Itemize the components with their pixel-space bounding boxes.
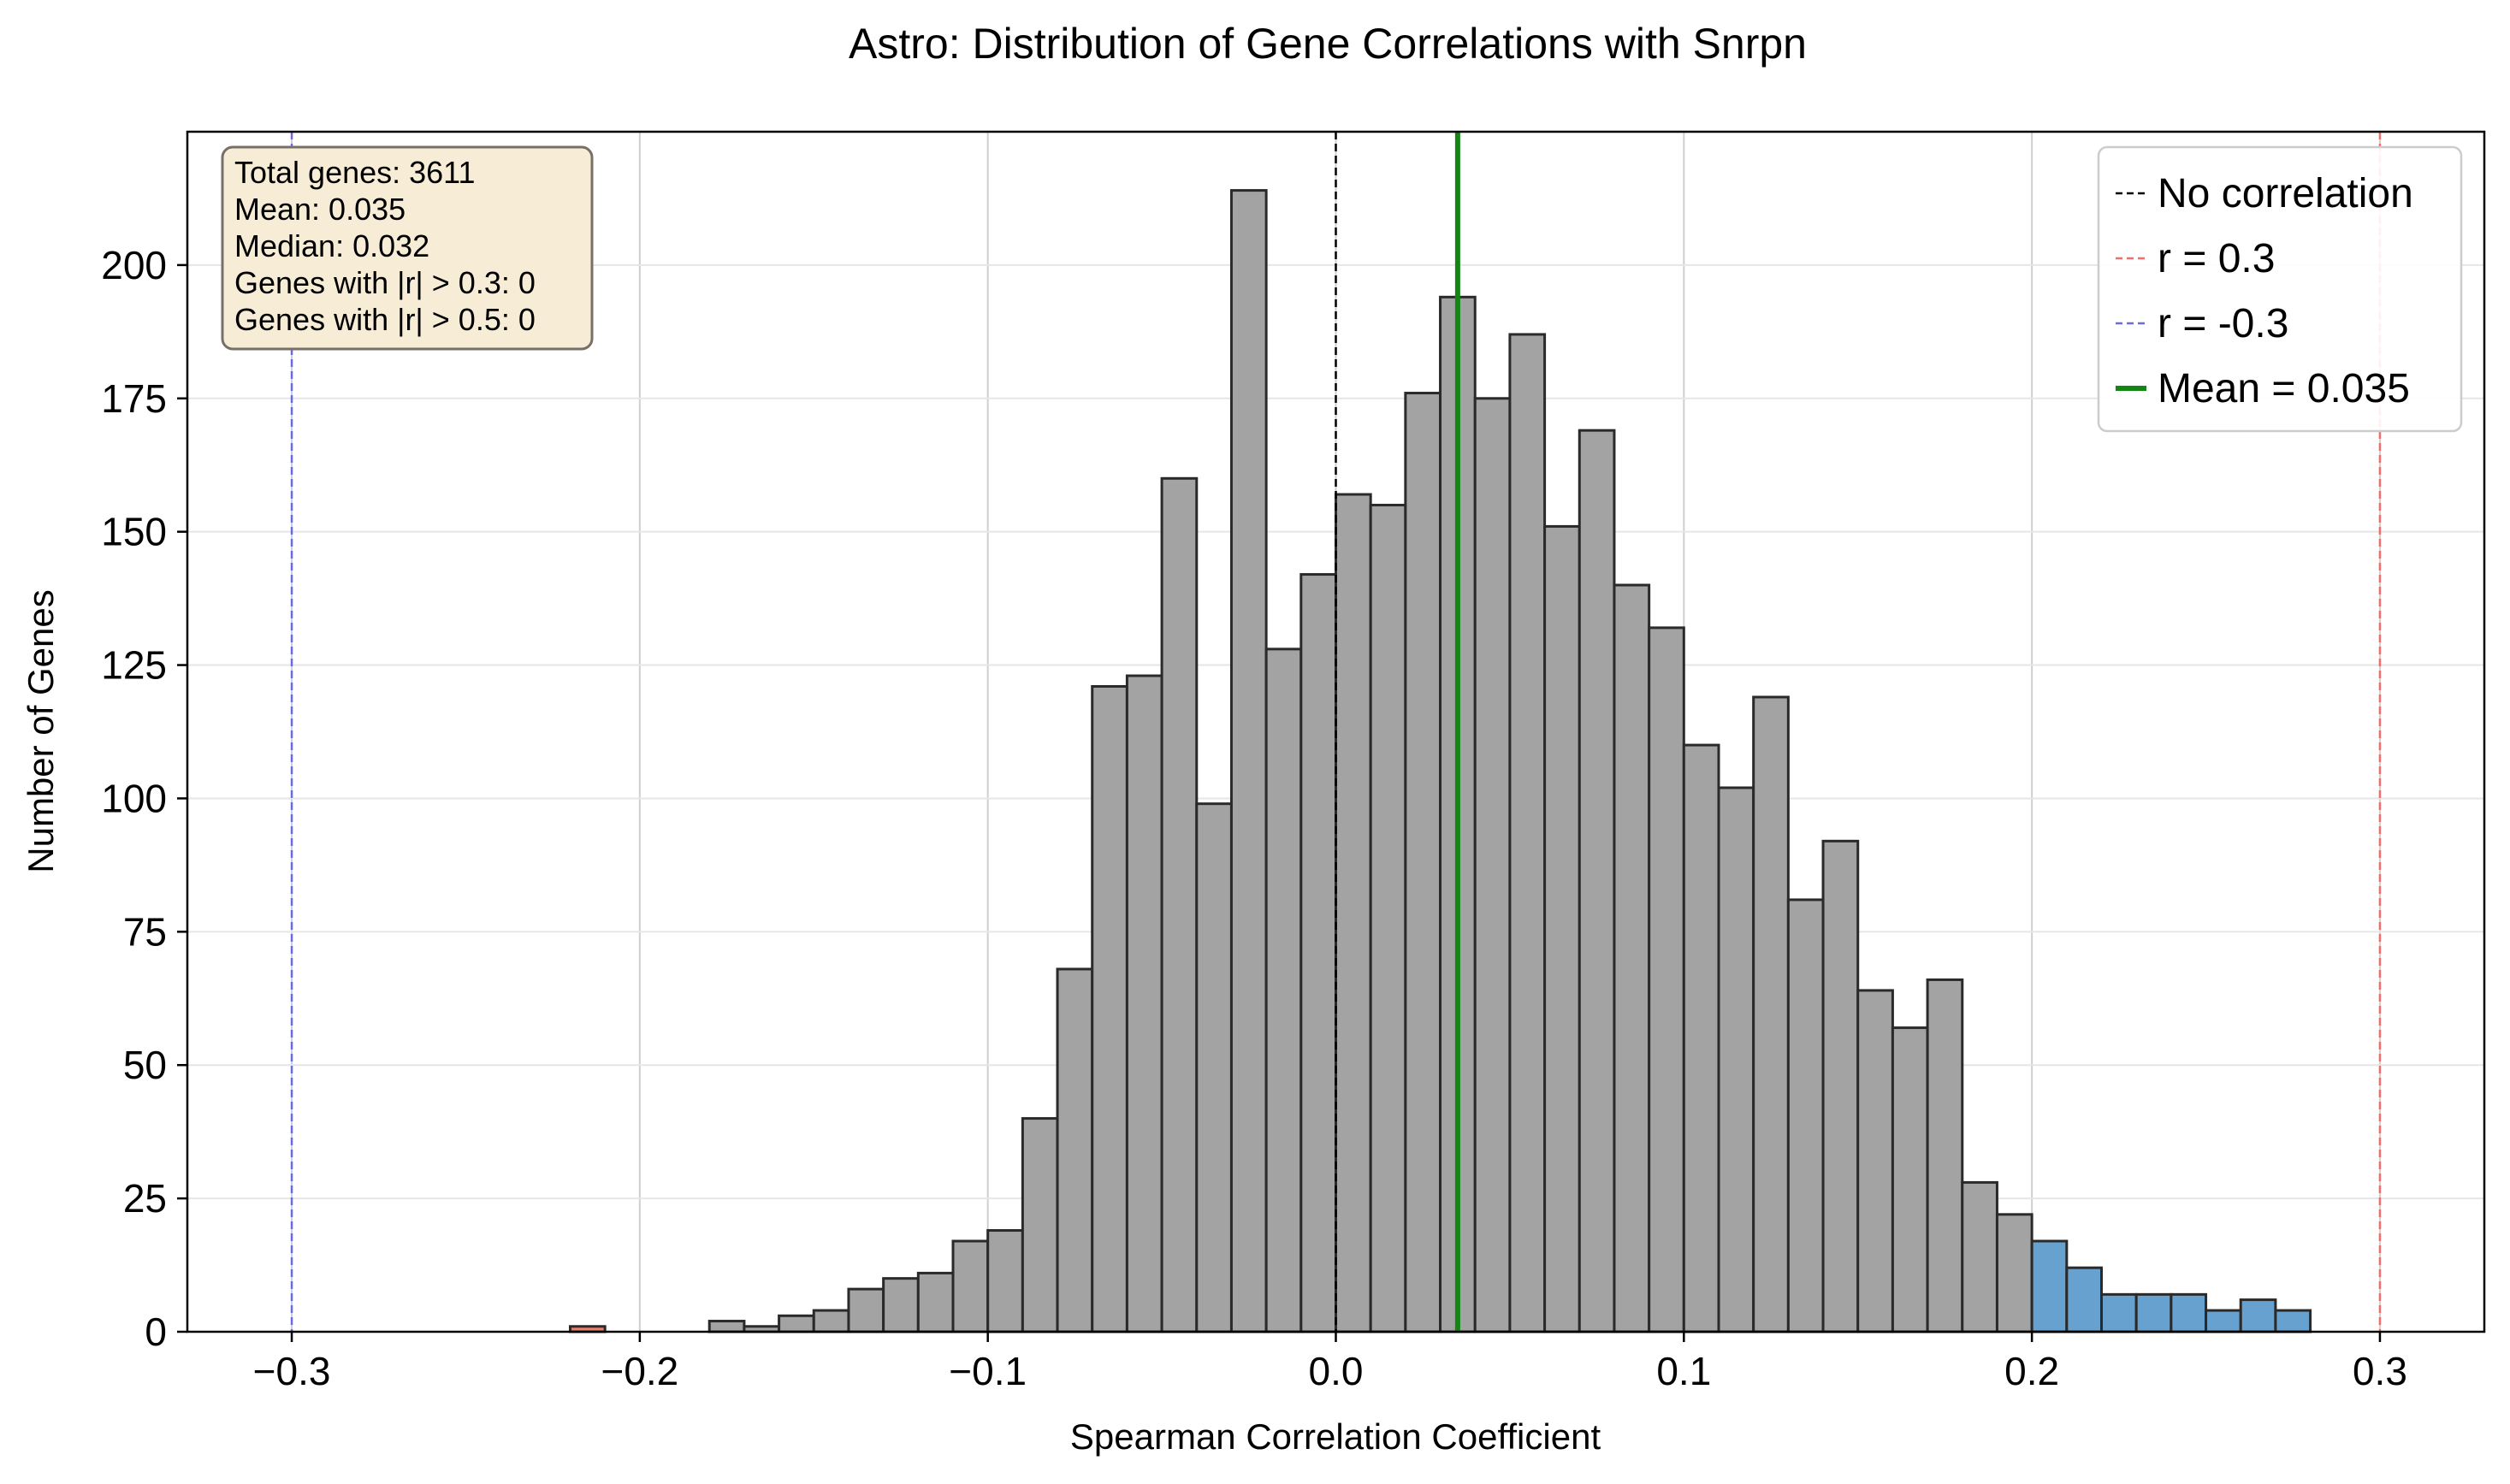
histogram-bar — [707, 1320, 746, 1333]
histogram-bars — [569, 189, 2312, 1333]
histogram-bar — [847, 1287, 885, 1333]
x-tick-label: −0.3 — [253, 1349, 331, 1393]
histogram-bar — [1856, 989, 1894, 1333]
legend-label-r-0-3: r = 0.3 — [2158, 236, 2275, 281]
histogram-bar — [1961, 1180, 1998, 1333]
histogram-bar — [1543, 524, 1581, 1333]
legend: No correlation r = 0.3 r = -0.3 Mean = 0… — [2097, 145, 2463, 433]
histogram-bar — [951, 1239, 990, 1333]
histogram-bar — [2274, 1309, 2312, 1333]
histogram-bar — [1613, 583, 1651, 1333]
histogram-bar — [1091, 684, 1128, 1333]
stats-total-genes: Total genes: 3611 — [234, 155, 476, 190]
y-tick-label: 175 — [101, 376, 167, 421]
histogram-bar — [1160, 476, 1199, 1333]
histogram-bar — [1508, 333, 1547, 1333]
histogram-bar — [1335, 493, 1372, 1333]
stats-genes-above-0-5: Genes with |r| > 0.5: 0 — [234, 302, 536, 337]
histogram-bar — [2170, 1292, 2208, 1333]
x-tick-label: 0.0 — [1309, 1349, 1364, 1393]
x-axis-label: Spearman Correlation Coefficient — [1070, 1416, 1601, 1457]
histogram-bar — [986, 1229, 1024, 1333]
histogram-bar — [1786, 898, 1825, 1333]
histogram-bar — [1195, 802, 1233, 1333]
histogram-bar — [1995, 1213, 2033, 1333]
histogram-bar — [2239, 1298, 2277, 1333]
stats-genes-above-0-3: Genes with |r| > 0.3: 0 — [234, 265, 536, 300]
histogram-bar — [1021, 1117, 1059, 1333]
histogram-bar — [2065, 1266, 2103, 1333]
x-tick-label: 0.3 — [2353, 1349, 2407, 1393]
stats-box: Total genes: 3611 Mean: 0.035 Median: 0.… — [221, 145, 594, 351]
histogram-bar — [1648, 626, 1685, 1333]
histogram-bar — [1821, 839, 1860, 1333]
y-tick-label: 0 — [145, 1310, 167, 1354]
histogram-bar — [1125, 674, 1163, 1333]
histogram-bar — [2030, 1239, 2069, 1333]
y-tick-label: 50 — [123, 1043, 167, 1087]
histogram-bar — [2205, 1309, 2242, 1333]
y-tick-label: 75 — [123, 909, 167, 954]
histogram-bar — [916, 1271, 955, 1333]
histogram-bar — [1056, 967, 1094, 1333]
histogram-bar — [1369, 503, 1407, 1333]
legend-box — [2097, 145, 2463, 433]
histogram-bar — [1891, 1026, 1929, 1333]
y-tick-label: 150 — [101, 510, 167, 554]
legend-label-mean: Mean = 0.035 — [2158, 366, 2410, 411]
y-tick-label: 25 — [123, 1176, 167, 1221]
histogram-bar — [2100, 1292, 2138, 1333]
histogram-bar — [882, 1277, 920, 1333]
histogram-bar — [1682, 743, 1720, 1333]
y-tick-label: 100 — [101, 776, 167, 820]
stats-box-background — [221, 145, 594, 351]
x-tick-label: −0.1 — [949, 1349, 1027, 1393]
histogram-bar — [1229, 189, 1268, 1333]
histogram-bar — [778, 1314, 815, 1333]
histogram-bar — [1926, 978, 1964, 1333]
y-tick-label: 125 — [101, 643, 167, 688]
histogram-bar — [1299, 573, 1338, 1333]
histogram-bar — [1473, 397, 1512, 1333]
y-axis-ticks: 0 25 50 75 100 125 150 175 200 — [101, 243, 187, 1354]
y-axis-label: Number of Genes — [21, 589, 61, 873]
histogram-bar — [812, 1309, 850, 1333]
chart-title: Astro: Distribution of Gene Correlations… — [849, 20, 1807, 68]
legend-label-r-neg-0-3: r = -0.3 — [2158, 301, 2288, 346]
histogram-bar — [2134, 1292, 2173, 1333]
y-tick-label: 200 — [101, 243, 167, 287]
stats-median: Median: 0.032 — [234, 228, 429, 263]
x-tick-label: −0.2 — [601, 1349, 678, 1393]
legend-label-no-correlation: No correlation — [2158, 171, 2413, 216]
histogram-bar — [1717, 786, 1755, 1333]
x-tick-label: 0.1 — [1656, 1349, 1711, 1393]
histogram-bar — [1752, 695, 1790, 1333]
histogram-bar — [1578, 429, 1616, 1333]
histogram-bar — [1404, 392, 1442, 1333]
stats-mean: Mean: 0.035 — [234, 192, 406, 227]
x-axis-ticks: −0.3 −0.2 −0.1 0.0 0.1 0.2 0.3 — [253, 1332, 2407, 1393]
reference-lines — [290, 132, 2382, 1332]
histogram-bar — [1264, 647, 1303, 1333]
x-tick-label: 0.2 — [2004, 1349, 2059, 1393]
